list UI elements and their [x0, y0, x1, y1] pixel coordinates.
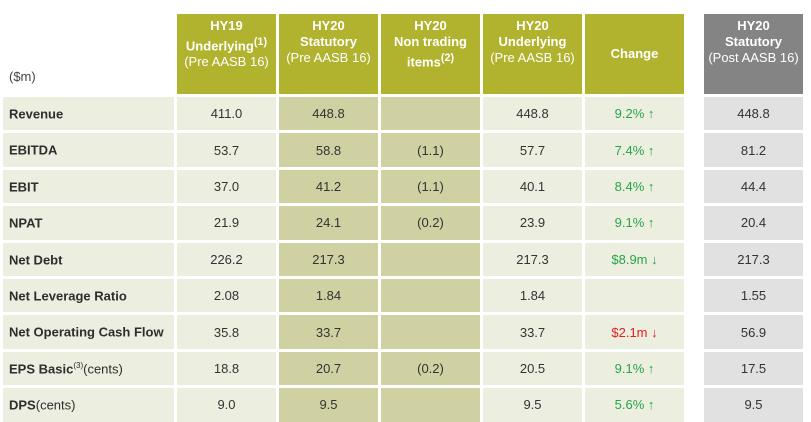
cell-hy19-underlying: 37.0 — [177, 169, 276, 204]
row-label: EBITDA — [3, 133, 174, 167]
cell-hy20-statutory-post: 44.4 — [704, 169, 803, 204]
cell-hy20-non-trading: (1.1) — [381, 169, 480, 204]
cell-hy20-statutory: 217.3 — [279, 242, 378, 276]
cell-change: 7.4% ↑ — [585, 133, 684, 167]
cell-hy20-statutory: 33.7 — [279, 315, 378, 349]
cell-hy20-statutory-post: 448.8 — [704, 97, 803, 131]
row-label: Net Debt — [3, 242, 174, 276]
cell-hy20-non-trading — [381, 278, 480, 313]
financial-summary-table: ($m) HY19 Underlying(1) (Pre AASB 16) HY… — [0, 11, 806, 422]
cell-hy20-statutory-post: 217.3 — [704, 242, 803, 276]
cell-hy20-underlying: 33.7 — [483, 315, 582, 349]
table-row: Net Debt 226.2 217.3 217.3 $8.9m ↓ 217.3 — [3, 242, 803, 276]
row-label: EBIT — [3, 169, 174, 204]
cell-hy20-non-trading: (1.1) — [381, 133, 480, 167]
row-label: DPS(cents) — [3, 388, 174, 422]
cell-change: 9.1% ↑ — [585, 206, 684, 240]
cell-hy20-statutory: 1.84 — [279, 278, 378, 313]
cell-hy19-underlying: 2.08 — [177, 278, 276, 313]
cell-hy20-underlying: 57.7 — [483, 133, 582, 167]
table-row: NPAT 21.9 24.1 (0.2) 23.9 9.1% ↑ 20.4 — [3, 206, 803, 240]
cell-hy20-statutory: 20.7 — [279, 351, 378, 386]
cell-change: $8.9m ↓ — [585, 242, 684, 276]
row-label: EPS Basic(3)(cents) — [3, 351, 174, 386]
cell-hy20-statutory: 58.8 — [279, 133, 378, 167]
cell-hy19-underlying: 53.7 — [177, 133, 276, 167]
header-hy19-underlying: HY19 Underlying(1) (Pre AASB 16) — [177, 14, 276, 94]
cell-hy20-statutory-post: 20.4 — [704, 206, 803, 240]
cell-hy20-underlying: 1.84 — [483, 278, 582, 313]
header-hy20-statutory: HY20 Statutory (Pre AASB 16) — [279, 14, 378, 94]
cell-hy19-underlying: 21.9 — [177, 206, 276, 240]
cell-hy19-underlying: 226.2 — [177, 242, 276, 276]
cell-hy20-statutory-post: 56.9 — [704, 315, 803, 349]
cell-hy19-underlying: 411.0 — [177, 97, 276, 131]
row-label: Net Operating Cash Flow — [3, 315, 174, 349]
cell-hy20-statutory-post: 17.5 — [704, 351, 803, 386]
cell-hy20-underlying: 40.1 — [483, 169, 582, 204]
cell-change: 8.4% ↑ — [585, 169, 684, 204]
header-hy20-statutory-post: HY20 Statutory (Post AASB 16) — [704, 14, 803, 94]
table-row: Net Leverage Ratio 2.08 1.84 1.84 1.55 — [3, 278, 803, 313]
cell-hy20-statutory-post: 9.5 — [704, 388, 803, 422]
cell-change: 9.2% ↑ — [585, 97, 684, 131]
row-label: Net Leverage Ratio — [3, 278, 174, 313]
cell-hy19-underlying: 35.8 — [177, 315, 276, 349]
cell-hy20-statutory: 24.1 — [279, 206, 378, 240]
table-row: EPS Basic(3)(cents) 18.8 20.7 (0.2) 20.5 9.1%… — [3, 351, 803, 386]
header-hy20-non-trading: HY20 Non trading items(2) — [381, 14, 480, 94]
cell-hy20-statutory: 448.8 — [279, 97, 378, 131]
cell-hy20-underlying: 9.5 — [483, 388, 582, 422]
table-row: EBITDA 53.7 58.8 (1.1) 57.7 7.4% ↑ 81.2 — [3, 133, 803, 167]
cell-hy20-underlying: 20.5 — [483, 351, 582, 386]
unit-label: ($m) — [3, 14, 174, 94]
cell-hy20-non-trading: (0.2) — [381, 351, 480, 386]
row-label: Revenue — [3, 97, 174, 131]
cell-hy20-underlying: 217.3 — [483, 242, 582, 276]
row-label: NPAT — [3, 206, 174, 240]
cell-hy19-underlying: 9.0 — [177, 388, 276, 422]
cell-hy20-non-trading — [381, 97, 480, 131]
header-hy20-underlying: HY20 Underlying (Pre AASB 16) — [483, 14, 582, 94]
cell-hy20-statutory-post: 81.2 — [704, 133, 803, 167]
cell-hy20-non-trading: (0.2) — [381, 206, 480, 240]
cell-change — [585, 278, 684, 313]
cell-hy19-underlying: 18.8 — [177, 351, 276, 386]
cell-change: 9.1% ↑ — [585, 351, 684, 386]
cell-change: $2.1m ↓ — [585, 315, 684, 349]
cell-hy20-non-trading — [381, 388, 480, 422]
cell-hy20-statutory: 9.5 — [279, 388, 378, 422]
table-row: DPS(cents) 9.0 9.5 9.5 5.6% ↑ 9.5 — [3, 388, 803, 422]
table-row: Net Operating Cash Flow 35.8 33.7 33.7 $2.1m… — [3, 315, 803, 349]
table-row: EBIT 37.0 41.2 (1.1) 40.1 8.4% ↑ 44.4 — [3, 169, 803, 204]
cell-hy20-statutory-post: 1.55 — [704, 278, 803, 313]
cell-hy20-underlying: 23.9 — [483, 206, 582, 240]
header-row: ($m) HY19 Underlying(1) (Pre AASB 16) HY… — [3, 14, 803, 94]
cell-change: 5.6% ↑ — [585, 388, 684, 422]
cell-hy20-statutory: 41.2 — [279, 169, 378, 204]
cell-hy20-non-trading — [381, 315, 480, 349]
cell-hy20-underlying: 448.8 — [483, 97, 582, 131]
table-row: Revenue 411.0 448.8 448.8 9.2% ↑ 448.8 — [3, 97, 803, 131]
cell-hy20-non-trading — [381, 242, 480, 276]
header-change: Change — [585, 14, 684, 94]
